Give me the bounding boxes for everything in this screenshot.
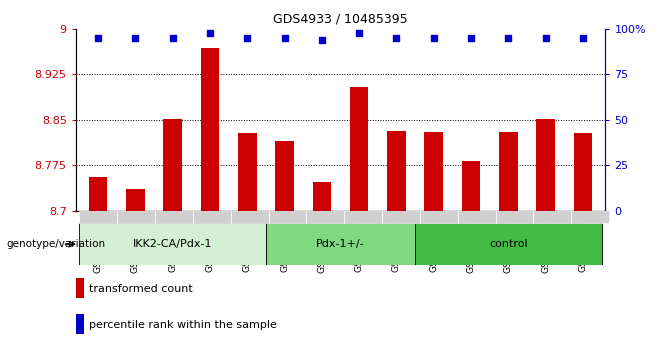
Bar (462, 161, 480, 211)
Bar (126, 189, 145, 211)
Bar (193, 211, 231, 223)
Point (503, 35, 514, 41)
Bar (231, 211, 268, 223)
Bar (536, 119, 555, 211)
Bar (350, 86, 368, 211)
Bar (382, 211, 420, 223)
Bar (89, 177, 107, 211)
Point (130, 35, 141, 41)
FancyBboxPatch shape (266, 223, 415, 265)
Text: genotype/variation: genotype/variation (7, 239, 106, 249)
FancyBboxPatch shape (80, 223, 266, 265)
Bar (313, 182, 331, 211)
Text: transformed count: transformed count (89, 284, 193, 294)
Text: control: control (489, 239, 528, 249)
Title: GDS4933 / 10485395: GDS4933 / 10485395 (273, 12, 408, 25)
Bar (571, 211, 609, 223)
Point (392, 35, 402, 41)
Point (167, 35, 178, 41)
Bar (387, 131, 406, 211)
Bar (238, 133, 257, 211)
Bar (574, 133, 592, 211)
Point (428, 35, 439, 41)
Point (354, 30, 365, 36)
Bar (499, 132, 518, 211)
Point (578, 35, 588, 41)
Text: IKK2-CA/Pdx-1: IKK2-CA/Pdx-1 (133, 239, 213, 249)
Point (279, 35, 290, 41)
Bar (163, 119, 182, 211)
Bar (268, 211, 307, 223)
Bar (275, 141, 294, 211)
Bar (424, 132, 443, 211)
Bar (534, 211, 571, 223)
Text: Pdx-1+/-: Pdx-1+/- (316, 239, 365, 249)
Text: percentile rank within the sample: percentile rank within the sample (89, 320, 277, 330)
Point (242, 35, 253, 41)
Bar (117, 211, 155, 223)
Bar (307, 211, 344, 223)
Bar (420, 211, 458, 223)
Point (93, 35, 103, 41)
Point (540, 35, 551, 41)
Bar (344, 211, 382, 223)
Bar (201, 48, 219, 211)
Bar (155, 211, 193, 223)
Point (316, 37, 327, 43)
Bar (458, 211, 495, 223)
Bar (80, 211, 117, 223)
Point (205, 30, 215, 36)
Bar (495, 211, 534, 223)
Point (466, 35, 476, 41)
FancyBboxPatch shape (415, 223, 601, 265)
